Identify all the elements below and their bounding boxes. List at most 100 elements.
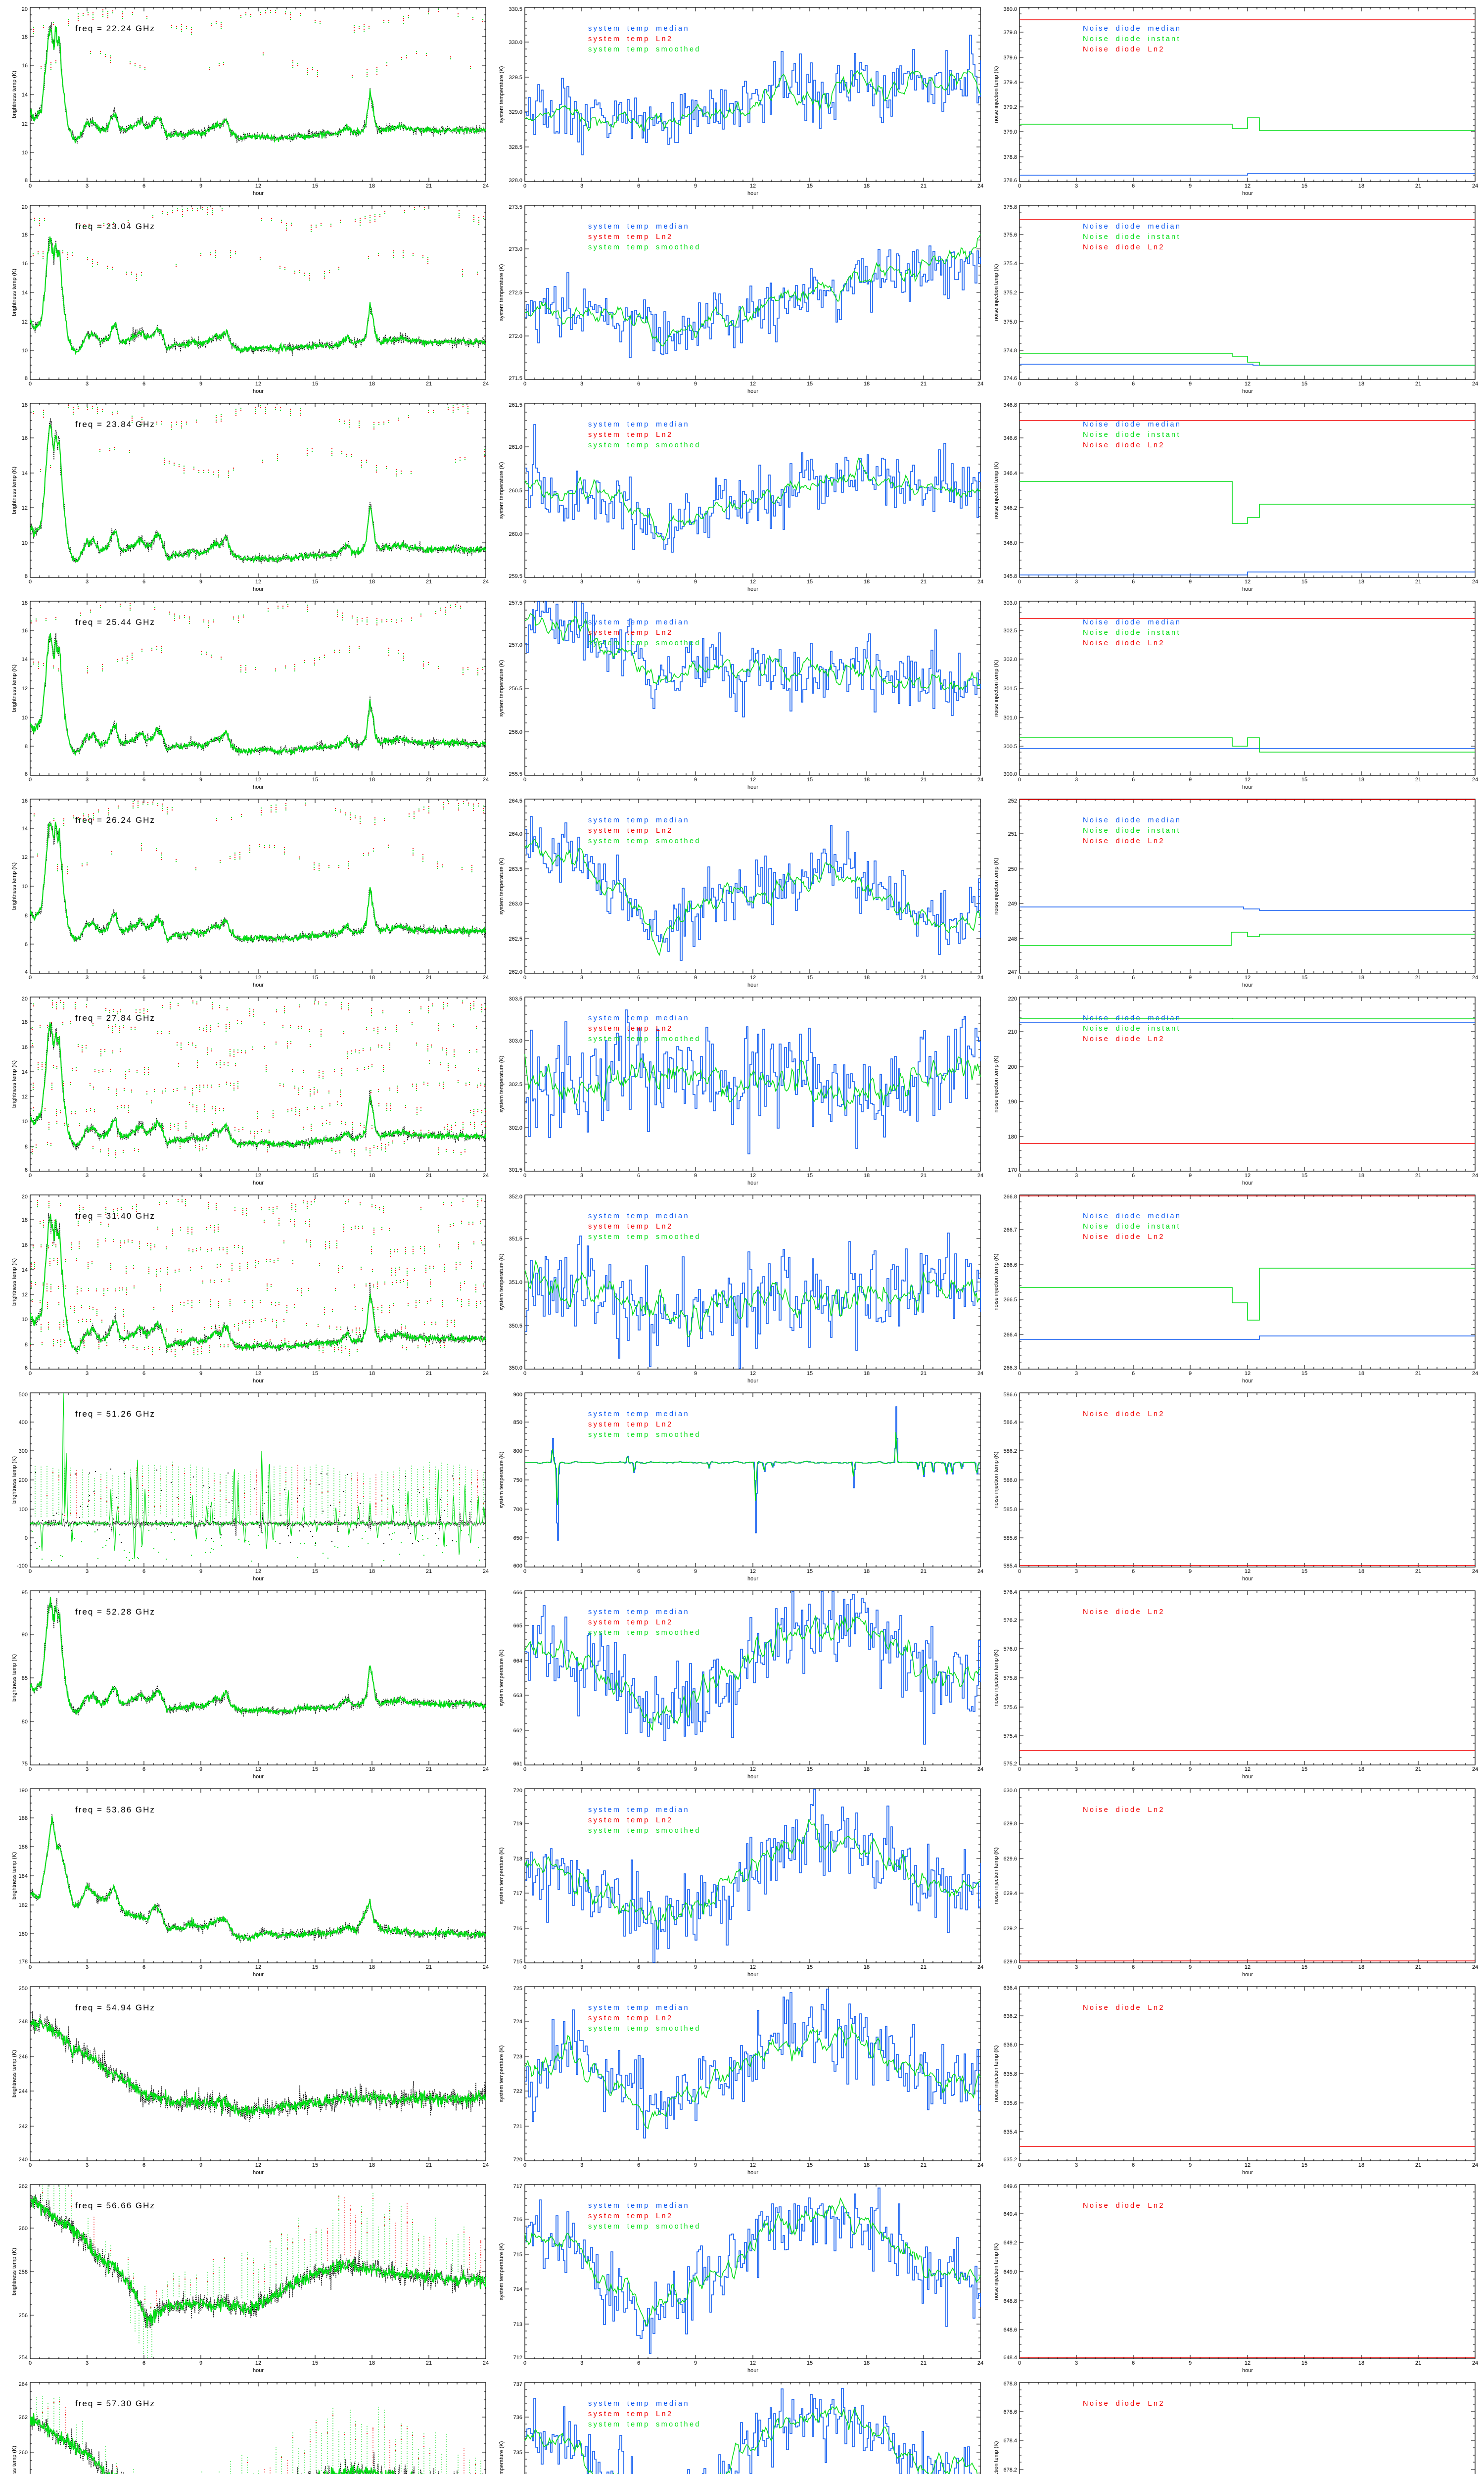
svg-text:12: 12 [1245, 777, 1251, 783]
svg-text:273.0: 273.0 [509, 246, 522, 252]
svg-text:351.0: 351.0 [509, 1280, 522, 1285]
svg-text:24: 24 [977, 2162, 983, 2168]
svg-text:hour: hour [1242, 982, 1253, 988]
svg-text:16: 16 [22, 798, 28, 804]
svg-text:21: 21 [921, 1569, 927, 1574]
svg-text:649.0: 649.0 [1003, 2269, 1017, 2275]
svg-text:12: 12 [255, 1569, 261, 1574]
svg-text:Noise diode Ln2: Noise diode Ln2 [1083, 46, 1165, 53]
svg-text:Noise diode instant: Noise diode instant [1083, 1223, 1181, 1231]
svg-text:9: 9 [1189, 579, 1192, 585]
svg-text:21: 21 [426, 975, 432, 981]
svg-text:0: 0 [29, 1569, 32, 1574]
svg-text:21: 21 [426, 2162, 432, 2168]
svg-text:system temp smoothed: system temp smoothed [588, 1233, 701, 1241]
svg-text:15: 15 [312, 1371, 318, 1377]
svg-text:714: 714 [513, 2286, 522, 2292]
svg-text:249: 249 [1008, 901, 1017, 907]
svg-text:260: 260 [19, 2450, 28, 2456]
svg-text:12: 12 [750, 1173, 756, 1179]
svg-text:180: 180 [1008, 1134, 1017, 1140]
svg-text:Noise diode Ln2: Noise diode Ln2 [1083, 837, 1165, 845]
svg-text:21: 21 [921, 2360, 927, 2366]
svg-text:12: 12 [1245, 2162, 1251, 2168]
svg-text:3: 3 [86, 183, 89, 189]
svg-text:302.0: 302.0 [509, 1125, 522, 1131]
svg-text:21: 21 [426, 2360, 432, 2366]
svg-text:16: 16 [22, 63, 28, 69]
svg-text:system temp smoothed: system temp smoothed [588, 837, 701, 845]
svg-text:10: 10 [22, 1317, 28, 1323]
svg-text:664: 664 [513, 1658, 522, 1664]
svg-text:375.0: 375.0 [1003, 319, 1017, 325]
svg-text:12: 12 [1245, 381, 1251, 387]
svg-text:10: 10 [22, 715, 28, 721]
svg-text:800: 800 [513, 1448, 522, 1454]
svg-text:21: 21 [921, 975, 927, 981]
svg-text:system temp smoothed: system temp smoothed [588, 1629, 701, 1637]
svg-text:24: 24 [977, 183, 983, 189]
svg-text:hour: hour [747, 982, 758, 988]
svg-text:18: 18 [1358, 777, 1364, 783]
svg-text:14: 14 [22, 657, 28, 663]
svg-text:0: 0 [523, 1569, 526, 1574]
svg-text:24: 24 [1472, 1964, 1478, 1970]
svg-text:9: 9 [694, 183, 697, 189]
svg-text:brightness temp (K): brightness temp (K) [11, 2248, 17, 2295]
svg-text:system temp smoothed: system temp smoothed [588, 2025, 701, 2033]
svg-text:260.0: 260.0 [509, 531, 522, 537]
svg-text:Noise diode median: Noise diode median [1083, 618, 1181, 626]
svg-text:0: 0 [29, 2360, 32, 2366]
svg-text:252: 252 [1008, 798, 1017, 804]
svg-text:21: 21 [921, 579, 927, 585]
svg-text:15: 15 [312, 579, 318, 585]
svg-text:15: 15 [312, 1766, 318, 1772]
svg-text:575.4: 575.4 [1003, 1733, 1017, 1739]
svg-text:18: 18 [1358, 1173, 1364, 1179]
svg-text:9: 9 [1189, 1766, 1192, 1772]
svg-text:18: 18 [1358, 183, 1364, 189]
svg-text:0: 0 [1018, 975, 1021, 981]
svg-text:12: 12 [22, 1094, 28, 1100]
svg-text:3: 3 [86, 2162, 89, 2168]
svg-text:hour: hour [253, 1576, 264, 1582]
svg-text:Noise diode Ln2: Noise diode Ln2 [1083, 1806, 1165, 1814]
svg-text:9: 9 [1189, 2360, 1192, 2366]
svg-text:6: 6 [1132, 2360, 1135, 2366]
svg-text:Noise diode Ln2: Noise diode Ln2 [1083, 243, 1165, 251]
svg-text:3: 3 [86, 975, 89, 981]
svg-text:850: 850 [513, 1420, 522, 1426]
svg-text:6: 6 [637, 579, 640, 585]
svg-text:hour: hour [1242, 586, 1253, 592]
svg-text:21: 21 [921, 1964, 927, 1970]
svg-text:system temp Ln2: system temp Ln2 [588, 2014, 673, 2022]
svg-text:15: 15 [807, 2360, 813, 2366]
svg-text:8: 8 [25, 1144, 28, 1150]
svg-text:noise injection temp (K): noise injection temp (K) [993, 2046, 999, 2102]
svg-text:75: 75 [22, 1761, 28, 1767]
svg-text:3: 3 [86, 1173, 89, 1179]
svg-text:585.4: 585.4 [1003, 1563, 1017, 1569]
svg-text:system temp smoothed: system temp smoothed [588, 639, 701, 647]
svg-text:301.5: 301.5 [1003, 686, 1017, 692]
svg-text:-100: -100 [17, 1563, 28, 1569]
svg-text:0: 0 [523, 183, 526, 189]
svg-text:20: 20 [22, 1194, 28, 1200]
svg-text:21: 21 [1415, 1173, 1421, 1179]
svg-text:6: 6 [142, 777, 145, 783]
svg-text:system temperature (K): system temperature (K) [499, 2441, 505, 2474]
svg-text:12: 12 [255, 975, 261, 981]
svg-text:Noise diode median: Noise diode median [1083, 421, 1181, 428]
svg-text:6: 6 [637, 1766, 640, 1772]
svg-text:Noise diode instant: Noise diode instant [1083, 827, 1181, 835]
svg-text:hour: hour [253, 388, 264, 394]
svg-text:21: 21 [1415, 1766, 1421, 1772]
svg-text:257.0: 257.0 [509, 642, 522, 648]
svg-text:666: 666 [513, 1590, 522, 1596]
svg-text:264: 264 [19, 2381, 28, 2387]
svg-text:346.6: 346.6 [1003, 435, 1017, 441]
svg-text:500: 500 [19, 1392, 28, 1398]
svg-text:15: 15 [807, 975, 813, 981]
svg-text:6: 6 [25, 771, 28, 777]
svg-text:9: 9 [694, 381, 697, 387]
